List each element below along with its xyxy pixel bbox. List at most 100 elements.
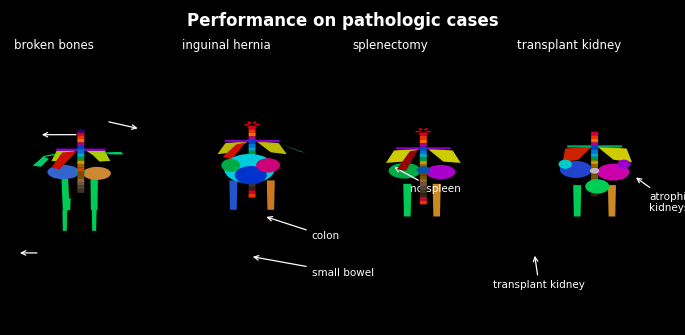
Ellipse shape — [426, 131, 432, 132]
FancyBboxPatch shape — [77, 164, 84, 168]
FancyBboxPatch shape — [591, 189, 598, 193]
Polygon shape — [433, 184, 440, 216]
Polygon shape — [85, 150, 110, 161]
FancyBboxPatch shape — [249, 158, 256, 162]
FancyBboxPatch shape — [77, 168, 84, 171]
Ellipse shape — [419, 133, 423, 135]
FancyBboxPatch shape — [249, 147, 256, 151]
FancyBboxPatch shape — [591, 160, 598, 164]
FancyBboxPatch shape — [591, 132, 598, 135]
FancyBboxPatch shape — [591, 139, 598, 143]
FancyBboxPatch shape — [591, 186, 598, 189]
Ellipse shape — [244, 124, 249, 126]
FancyBboxPatch shape — [77, 186, 84, 189]
Ellipse shape — [247, 121, 251, 124]
FancyBboxPatch shape — [420, 172, 427, 176]
FancyBboxPatch shape — [420, 186, 427, 190]
Ellipse shape — [426, 165, 456, 179]
FancyBboxPatch shape — [420, 161, 427, 165]
FancyBboxPatch shape — [249, 169, 256, 173]
FancyBboxPatch shape — [567, 145, 622, 148]
Ellipse shape — [247, 126, 251, 128]
FancyBboxPatch shape — [249, 129, 256, 133]
FancyBboxPatch shape — [591, 168, 598, 171]
FancyBboxPatch shape — [420, 136, 427, 140]
FancyBboxPatch shape — [249, 172, 256, 176]
FancyBboxPatch shape — [77, 139, 84, 143]
Ellipse shape — [253, 121, 257, 124]
Polygon shape — [266, 180, 275, 210]
FancyBboxPatch shape — [591, 142, 598, 146]
Ellipse shape — [255, 124, 260, 126]
Ellipse shape — [83, 167, 111, 180]
Polygon shape — [562, 147, 592, 162]
FancyBboxPatch shape — [77, 135, 84, 139]
FancyBboxPatch shape — [591, 171, 598, 175]
Polygon shape — [62, 210, 67, 231]
Polygon shape — [256, 141, 287, 154]
FancyBboxPatch shape — [77, 160, 84, 164]
Ellipse shape — [590, 168, 599, 174]
Ellipse shape — [585, 179, 609, 194]
Ellipse shape — [76, 169, 86, 174]
FancyBboxPatch shape — [249, 194, 256, 198]
FancyBboxPatch shape — [420, 154, 427, 157]
Ellipse shape — [224, 154, 275, 183]
Polygon shape — [427, 148, 461, 163]
FancyBboxPatch shape — [420, 183, 427, 186]
FancyBboxPatch shape — [77, 142, 84, 146]
Text: transplant kidney: transplant kidney — [493, 257, 585, 290]
FancyBboxPatch shape — [591, 135, 598, 139]
Text: Performance on pathologic cases: Performance on pathologic cases — [187, 12, 498, 30]
FancyBboxPatch shape — [249, 154, 256, 158]
Ellipse shape — [235, 166, 266, 184]
FancyBboxPatch shape — [77, 171, 84, 175]
Polygon shape — [41, 153, 58, 158]
Text: small bowel: small bowel — [254, 256, 374, 278]
FancyBboxPatch shape — [249, 161, 256, 165]
FancyBboxPatch shape — [420, 165, 427, 169]
Polygon shape — [608, 185, 616, 216]
FancyBboxPatch shape — [77, 153, 84, 157]
FancyBboxPatch shape — [420, 157, 427, 161]
Ellipse shape — [558, 160, 572, 169]
FancyBboxPatch shape — [420, 201, 427, 204]
FancyBboxPatch shape — [420, 168, 427, 172]
Ellipse shape — [419, 128, 423, 131]
FancyBboxPatch shape — [249, 151, 256, 154]
FancyBboxPatch shape — [420, 139, 427, 143]
Polygon shape — [229, 180, 238, 210]
Polygon shape — [90, 179, 98, 210]
Polygon shape — [397, 150, 418, 171]
Polygon shape — [386, 148, 419, 163]
FancyBboxPatch shape — [591, 182, 598, 186]
Ellipse shape — [415, 131, 421, 132]
FancyBboxPatch shape — [420, 132, 427, 136]
Ellipse shape — [617, 160, 631, 169]
Ellipse shape — [77, 129, 85, 133]
Polygon shape — [217, 141, 248, 154]
FancyBboxPatch shape — [591, 164, 598, 168]
FancyBboxPatch shape — [77, 182, 84, 186]
Polygon shape — [51, 150, 77, 161]
Polygon shape — [573, 185, 581, 216]
FancyBboxPatch shape — [225, 140, 279, 142]
FancyBboxPatch shape — [591, 153, 598, 157]
FancyBboxPatch shape — [396, 147, 451, 149]
FancyBboxPatch shape — [591, 150, 598, 153]
FancyBboxPatch shape — [249, 165, 256, 169]
FancyBboxPatch shape — [420, 176, 427, 179]
FancyBboxPatch shape — [249, 190, 256, 194]
Ellipse shape — [597, 163, 630, 181]
Ellipse shape — [221, 159, 240, 172]
FancyBboxPatch shape — [249, 183, 256, 187]
FancyBboxPatch shape — [249, 140, 256, 144]
FancyBboxPatch shape — [77, 146, 84, 150]
FancyBboxPatch shape — [56, 148, 105, 151]
Polygon shape — [597, 147, 632, 162]
Ellipse shape — [424, 133, 428, 135]
FancyBboxPatch shape — [591, 157, 598, 160]
Polygon shape — [223, 142, 245, 159]
Polygon shape — [51, 151, 77, 170]
FancyBboxPatch shape — [249, 187, 256, 190]
